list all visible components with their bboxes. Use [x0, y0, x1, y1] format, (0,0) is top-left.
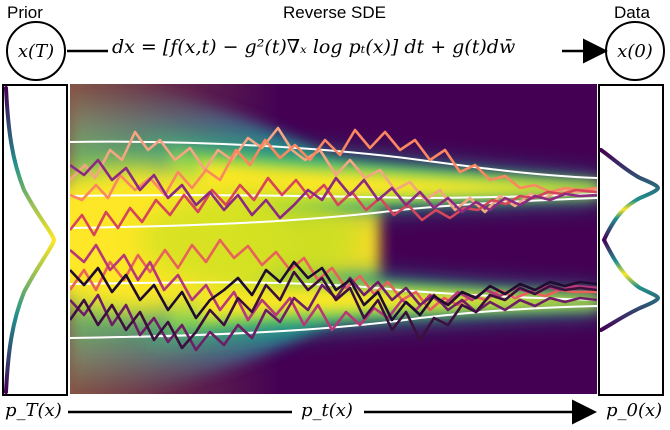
prior-density-plot	[4, 86, 57, 394]
data-label: Data	[614, 3, 650, 22]
prior-state-node: x(T)	[6, 21, 66, 81]
marginal-density-heatmap	[70, 84, 597, 394]
prior-density-label: p_T(x)	[5, 400, 62, 421]
data-density-plot	[599, 148, 661, 332]
reverse-sde-label: Reverse SDE	[283, 3, 386, 22]
data-density-label: p_0(x)	[606, 400, 663, 421]
prior-state-text: x(T)	[17, 40, 55, 62]
marginal-density-label: p_t(x)	[301, 400, 353, 421]
data-density-panel	[598, 84, 664, 396]
reverse-sde-equation: dx = [f(x,t) − g²(t)∇ₓ log pₜ(x)] dt + g…	[112, 36, 516, 58]
prior-density-panel	[2, 84, 68, 396]
data-state-text: x(0)	[617, 40, 653, 62]
sample-trajectories	[70, 126, 597, 352]
prior-label: Prior	[7, 3, 43, 22]
